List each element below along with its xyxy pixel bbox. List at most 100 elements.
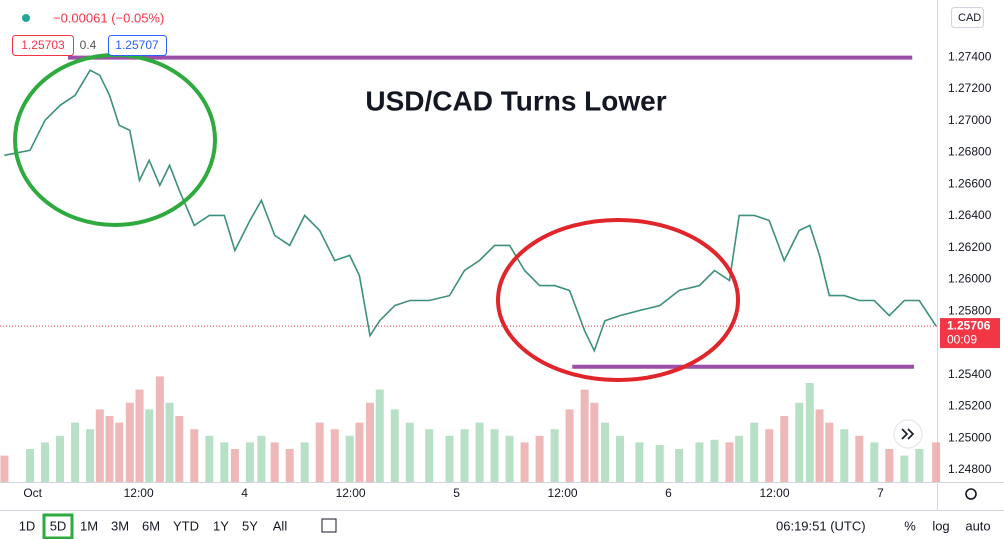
volume-bar (345, 435, 354, 482)
x-tick-label: 6 (665, 486, 672, 500)
volume-bar (750, 422, 759, 482)
range-button[interactable]: 3M (111, 518, 129, 533)
range-selected[interactable] (42, 513, 74, 539)
x-tick-label: Oct (23, 486, 42, 500)
currency-label[interactable]: CAD (958, 12, 981, 24)
volume-bar (505, 435, 514, 482)
volume-bar (635, 442, 644, 482)
volume-bar (475, 422, 484, 482)
range-button[interactable]: 1M (80, 518, 98, 533)
calendar-icon[interactable] (321, 518, 337, 533)
volume-bar (815, 409, 824, 482)
y-tick-label: 1.25000 (948, 430, 992, 444)
volume-bar (405, 422, 414, 482)
clock: 06:19:51 (UTC) (776, 518, 866, 533)
volume-bar (71, 422, 80, 482)
volume-bar (795, 402, 804, 482)
range-button[interactable]: 1Y (213, 518, 229, 533)
volume-bar (285, 449, 294, 482)
y-tick-label: 1.25200 (948, 399, 992, 413)
volume-bar (535, 435, 544, 482)
range-button[interactable]: 5D (50, 518, 67, 533)
volume-bar (885, 449, 894, 482)
volume-bar (155, 376, 164, 482)
countdown-label: 00:09 (947, 332, 977, 346)
ask-price[interactable]: 1.25707 (115, 38, 159, 52)
volume-bar (805, 383, 814, 482)
chart-title: USD/CAD Turns Lower (365, 85, 666, 116)
volume-bar (915, 449, 924, 482)
volume-bar (0, 455, 9, 482)
volume-bar (366, 402, 375, 482)
volume-bar (840, 429, 849, 482)
volume-bar (590, 402, 599, 482)
price-change: −0.00061 (−0.05%) (53, 10, 164, 25)
volume-bar (490, 429, 499, 482)
volume-bar (765, 429, 774, 482)
highlight-ellipse (496, 218, 740, 382)
log-toggle[interactable]: log (932, 518, 949, 533)
volume-bar (780, 416, 789, 482)
volume-bar (600, 422, 609, 482)
volume-bar (825, 422, 834, 482)
volume-bar (735, 435, 744, 482)
range-button[interactable]: 5Y (242, 518, 258, 533)
volume-bar (695, 442, 704, 482)
volume-bar (615, 435, 624, 482)
currency-dropdown[interactable] (951, 7, 984, 28)
volume-bar (460, 429, 469, 482)
range-button[interactable]: All (273, 518, 288, 533)
volume-bar (190, 429, 199, 482)
x-tick-label: 5 (453, 486, 460, 500)
y-tick-label: 1.25400 (948, 367, 992, 381)
volume-bar (270, 442, 279, 482)
volume-bar (580, 389, 589, 482)
status-dot (22, 14, 30, 22)
scroll-icon[interactable] (901, 428, 915, 440)
settings-icon[interactable] (965, 488, 977, 500)
volume-bar (165, 402, 174, 482)
range-button[interactable]: YTD (173, 518, 199, 533)
volume-bar (315, 422, 324, 482)
x-tick-label: 12:00 (548, 486, 578, 500)
volume-bar (115, 422, 124, 482)
auto-toggle[interactable]: auto (965, 518, 990, 533)
y-tick-label: 1.26200 (948, 240, 992, 254)
volume-bar (175, 416, 184, 482)
plot-area (0, 55, 941, 482)
spread: 0.4 (80, 38, 97, 52)
ask-button[interactable] (108, 35, 167, 56)
bid-button[interactable] (12, 35, 74, 56)
toolbar: 1D 5D 1M 3M 6M YTD 1Y 5Y All (19, 513, 288, 539)
volume-bar (900, 455, 909, 482)
volume-bar (135, 389, 144, 482)
volume-bar (300, 442, 309, 482)
volume-bar (86, 429, 95, 482)
last-price-label: 1.25706 (947, 318, 991, 332)
y-tick-label: 1.24800 (948, 462, 992, 476)
x-tick-label: 7 (877, 486, 884, 500)
volume-bar (105, 416, 114, 482)
volume-bar (245, 442, 254, 482)
y-tick-label: 1.26800 (948, 145, 992, 159)
volume-bar (425, 429, 434, 482)
volume-bar (26, 449, 35, 482)
range-button[interactable]: 6M (142, 518, 160, 533)
volume-bar (710, 439, 719, 482)
y-tick-label: 1.26000 (948, 272, 992, 286)
volume-bar (932, 442, 941, 482)
volume-bar (355, 422, 364, 482)
percent-toggle[interactable]: % (904, 518, 916, 533)
y-tick-label: 1.27200 (948, 81, 992, 95)
last-price-tag (940, 318, 1000, 349)
volume-bar (41, 442, 50, 482)
volume-bar (725, 442, 734, 482)
volume-bar (257, 435, 266, 482)
volume-bar (125, 402, 134, 482)
bid-price[interactable]: 1.25703 (21, 38, 65, 52)
y-tick-label: 1.27000 (948, 113, 992, 127)
range-button[interactable]: 1D (19, 518, 36, 533)
y-tick-label: 1.25800 (948, 303, 992, 317)
volume-bar (550, 429, 559, 482)
